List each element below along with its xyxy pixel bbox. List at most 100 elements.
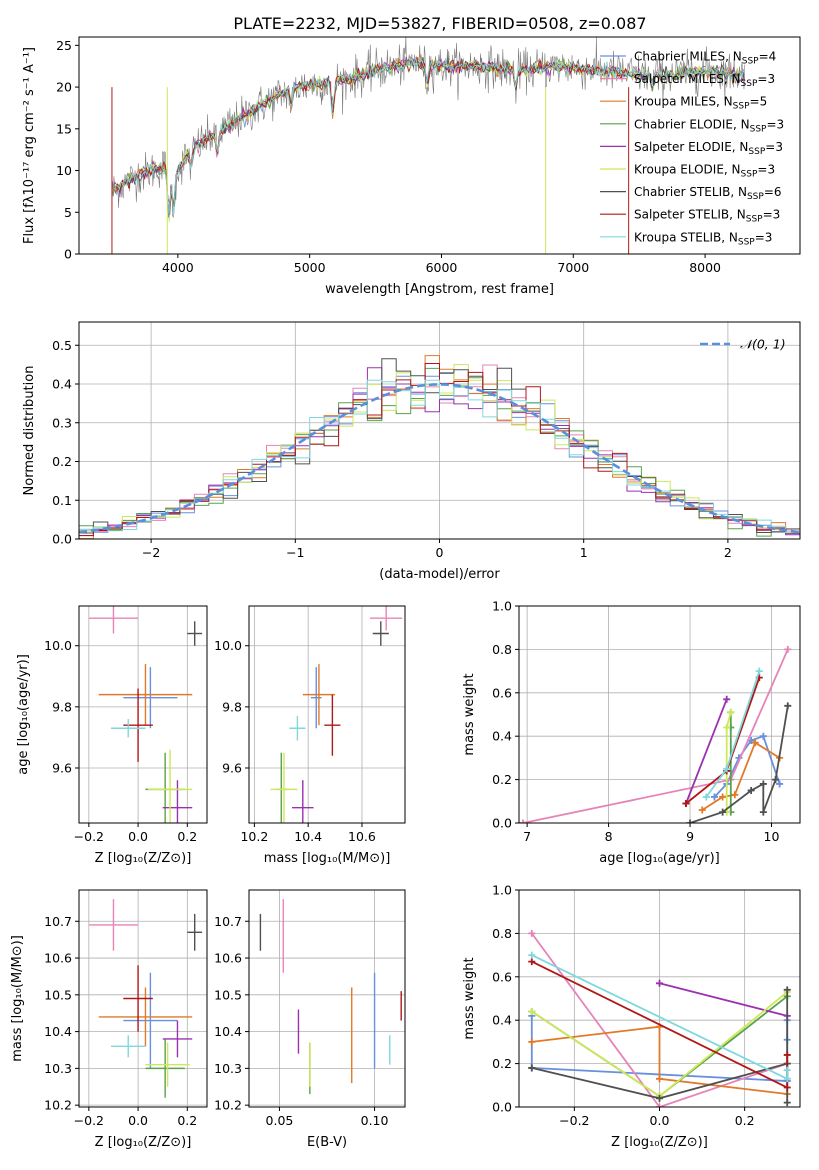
weight-marker xyxy=(783,1066,791,1074)
weight-marker xyxy=(759,780,767,788)
legend-label-normal: 𝒩(0, 1) xyxy=(740,337,786,352)
y-tick-label: 1.0 xyxy=(492,883,512,898)
legend-item: Kroupa ELODIE, NSSP=3 xyxy=(600,163,775,180)
errorbar-point xyxy=(123,972,178,1069)
x-axis-label: mass [log₁₀(M/M⊙)] xyxy=(264,851,391,866)
y-tick-label: 9.6 xyxy=(52,760,72,775)
weight-line-2 xyxy=(531,1025,788,1095)
x-tick-label: 0.0 xyxy=(128,1113,148,1128)
y-tick-label: 0.0 xyxy=(52,532,72,547)
legend-label: Salpeter STELIB, NSSP=3 xyxy=(634,208,780,225)
x-tick-label: 10.2 xyxy=(240,829,268,844)
weight-marker xyxy=(528,1038,536,1046)
x-axis-label: Z [log₁₀(Z/Z⊙)] xyxy=(95,1135,192,1150)
plot-area-weight-vs-age xyxy=(519,645,792,823)
weight-marker xyxy=(755,667,763,675)
y-tick-label: 0.8 xyxy=(492,642,512,657)
x-tick-label: 1 xyxy=(580,545,588,560)
y-tick-label: 0.2 xyxy=(492,1056,512,1071)
plot-area-weight-vs-Z xyxy=(528,929,791,1107)
x-tick-label: −0.2 xyxy=(559,1113,589,1128)
axes-frame xyxy=(518,605,801,824)
legend-label: Salpeter ELODIE, NSSP=3 xyxy=(634,140,783,157)
x-tick-label: 0.0 xyxy=(128,829,148,844)
plot-area-age-vs-Z xyxy=(88,606,203,823)
weight-marker xyxy=(759,732,767,740)
errorbar-point xyxy=(145,1042,190,1087)
y-tick-label: 10.3 xyxy=(44,1061,72,1076)
legend-label-suffix: =3 xyxy=(766,117,784,131)
legend-label-text: Kroupa MILES, N xyxy=(634,95,733,109)
y-tick-label: 0.0 xyxy=(492,1100,512,1115)
legend-item: Chabrier STELIB, NSSP=6 xyxy=(600,185,782,202)
weight-marker xyxy=(528,1064,536,1072)
errorbar-point xyxy=(88,606,139,634)
y-tick-label: 10.7 xyxy=(44,914,72,929)
y-tick-label: 10.5 xyxy=(44,987,72,1002)
histogram-8 xyxy=(79,379,800,534)
x-axis-label: Z [log₁₀(Z/Z⊙)] xyxy=(611,1135,708,1150)
errorbar-point xyxy=(88,899,139,951)
y-tick-label: 0 xyxy=(64,247,72,262)
x-axis-label: (data-model)/error xyxy=(379,567,500,582)
legend-label-suffix: =5 xyxy=(750,95,768,109)
weight-marker xyxy=(698,806,706,814)
y-tick-label: 0.4 xyxy=(492,729,512,744)
x-axis-label: Z [log₁₀(Z/Z⊙)] xyxy=(95,851,192,866)
y-tick-label: 9.6 xyxy=(222,760,242,775)
panel-age-vs-mass: 10.2 10.4 10.6 9.6 9.8 10.0 mass [log₁₀(M/M⊙)] xyxy=(214,605,406,866)
legend-label-text: Kroupa STELIB, N xyxy=(634,230,738,244)
legend-label-text: Chabrier ELODIE, N xyxy=(634,117,750,131)
y-tick-label: 0.3 xyxy=(52,415,72,430)
legend-label-suffix: =3 xyxy=(763,208,781,222)
legend-label-suffix: =6 xyxy=(764,185,782,199)
y-tick-label: 1.0 xyxy=(492,599,512,614)
legend-label-text: Chabrier STELIB, N xyxy=(634,185,747,199)
legend-label: Kroupa STELIB, NSSP=3 xyxy=(634,230,772,247)
weight-line-1 xyxy=(531,932,788,1107)
legend-label-sub: SSP xyxy=(733,102,750,112)
x-axis-label: age [log₁₀(age/yr)] xyxy=(599,851,720,866)
x-tick-label: 7 xyxy=(523,829,531,844)
y-tick-label: 10.2 xyxy=(44,1098,72,1113)
errorbar-point xyxy=(111,1035,146,1058)
legend-label: Chabrier ELODIE, NSSP=3 xyxy=(634,117,784,134)
x-tick-label: 8 xyxy=(605,829,613,844)
x-tick-label: 10.6 xyxy=(348,829,376,844)
x-tick-label: −2 xyxy=(142,545,160,560)
plot-area-spectrum xyxy=(111,37,745,254)
weight-marker xyxy=(528,1008,536,1016)
y-tick-label: 0.4 xyxy=(52,377,72,392)
legend-label-sub: SSP xyxy=(748,147,765,157)
errorbar-point xyxy=(111,719,146,738)
weight-line-4 xyxy=(659,982,788,1017)
x-tick-label: 0.0 xyxy=(650,1113,670,1128)
weight-marker xyxy=(702,793,710,801)
errorbar-point xyxy=(302,664,336,726)
legend-label: Kroupa MILES, NSSP=5 xyxy=(634,95,767,112)
errorbar-point xyxy=(162,1020,193,1058)
y-axis-label: mass weight xyxy=(462,673,477,755)
axes-frame xyxy=(78,889,208,1108)
legend-label-text: Salpeter STELIB, N xyxy=(634,208,746,222)
weight-marker xyxy=(772,776,780,784)
errorbar-point xyxy=(98,664,193,726)
plot-area-mass-vs-EBV xyxy=(259,899,402,1095)
weight-marker xyxy=(528,929,536,937)
y-tick-label: 10.4 xyxy=(214,1024,242,1039)
panel-weight-vs-age: 7 8 9 10 0.0 0.2 0.4 0.6 0.8 1.0 age [log₁₀(age/yr… xyxy=(462,599,801,866)
legend-label-suffix: =3 xyxy=(755,230,773,244)
x-tick-label: 0.2 xyxy=(177,1113,197,1128)
y-tick-label: 15 xyxy=(56,121,72,136)
legend-label-sub: SSP xyxy=(742,57,759,67)
y-axis-label: Flux [fλ10⁻¹⁷ erg cm⁻² s⁻¹ A⁻¹] xyxy=(22,47,37,244)
y-tick-label: 0.6 xyxy=(492,685,512,700)
x-tick-label: −0.2 xyxy=(74,829,104,844)
x-tick-label: 10.4 xyxy=(294,829,322,844)
legend-label-sub: SSP xyxy=(738,237,755,247)
x-tick-label: 8000 xyxy=(689,260,721,275)
legend-label-sub: SSP xyxy=(750,124,767,134)
weight-marker xyxy=(656,1103,663,1107)
